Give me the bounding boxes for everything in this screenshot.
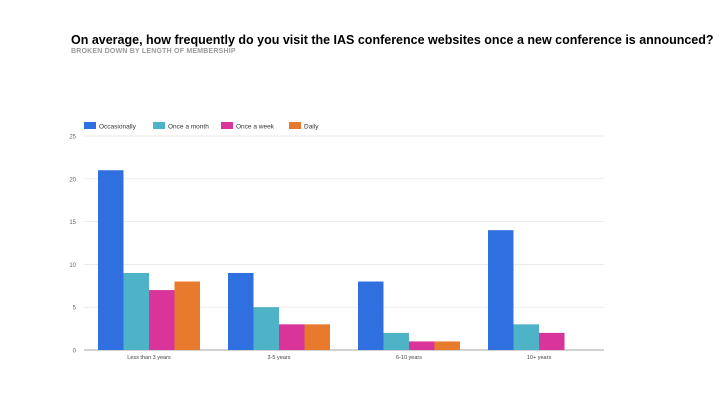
bar-once-a-month	[513, 324, 539, 350]
bar-occasionally	[488, 230, 514, 350]
legend-label: Occasionally	[99, 124, 137, 131]
x-tick-label: Less than 3 years	[127, 355, 171, 361]
y-tick-label: 5	[73, 306, 77, 312]
bar-daily	[434, 341, 460, 350]
bar-daily	[304, 324, 330, 350]
bar-occasionally	[228, 272, 254, 350]
bar-once-a-week	[409, 341, 435, 350]
legend-swatch	[153, 122, 165, 129]
bar-once-a-week	[539, 332, 565, 350]
legend-label: Daily	[304, 124, 319, 131]
y-tick-label: 0	[73, 349, 77, 355]
chart-subtitle: BROKEN DOWN BY LENGTH OF MEMBERSHIP	[71, 48, 236, 55]
x-tick-label: 3-5 years	[268, 355, 291, 361]
legend-swatch	[221, 122, 233, 129]
x-tick-label: 10+ years	[527, 355, 552, 361]
y-tick-label: 15	[69, 220, 76, 226]
bar-daily	[174, 281, 200, 350]
bar-once-a-month	[123, 272, 149, 350]
legend-swatch	[84, 122, 96, 129]
chart-title: On average, how frequently do you visit …	[71, 33, 714, 47]
y-tick-label: 25	[69, 135, 76, 141]
bar-once-a-week	[149, 290, 175, 350]
x-tick-label: 6-10 years	[396, 355, 422, 361]
legend-label: Once a month	[168, 124, 209, 131]
legend-swatch	[289, 122, 301, 129]
y-tick-label: 10	[69, 263, 76, 269]
bar-once-a-month	[253, 307, 279, 350]
bar-occasionally	[98, 170, 124, 350]
legend-label: Once a week	[236, 124, 275, 131]
y-tick-label: 20	[69, 177, 76, 183]
bar-once-a-month	[383, 332, 409, 350]
bar-once-a-week	[279, 324, 305, 350]
bar-occasionally	[358, 281, 384, 350]
